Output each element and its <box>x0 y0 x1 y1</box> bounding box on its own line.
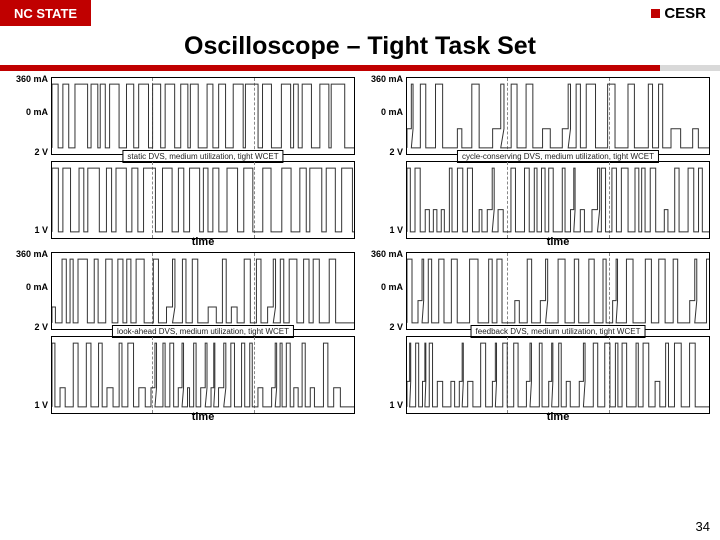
panel-br: 360 mA 0 mA 2 V 1 V feedback DVS, medium uti… <box>365 252 710 425</box>
trace <box>52 337 354 413</box>
cesr-icon <box>651 9 660 18</box>
trace <box>52 162 354 238</box>
trace <box>407 253 709 329</box>
trace <box>407 162 709 238</box>
cesr-label: CESR <box>664 5 706 22</box>
ylabel-volt-bot: 1 V <box>10 400 48 410</box>
ylabel-current-top: 360 mA <box>10 249 48 259</box>
ylabel-current-bot: 0 mA <box>365 107 403 117</box>
ylabel-volt-top: 2 V <box>365 147 403 157</box>
current-plot: cycle-conserving DVS, medium utilization… <box>406 77 710 155</box>
ylabel-current-top: 360 mA <box>10 74 48 84</box>
ylabel-volt-bot: 1 V <box>10 225 48 235</box>
header-spacer <box>91 0 651 26</box>
page-title: Oscilloscope – Tight Task Set <box>0 26 720 65</box>
current-plot: static DVS, medium utilization, tight WC… <box>51 77 355 155</box>
trace <box>52 253 354 329</box>
ylabel-volt-bot: 1 V <box>365 400 403 410</box>
current-plot: look-ahead DVS, medium utilization, tigh… <box>51 252 355 330</box>
voltage-plot <box>51 161 355 239</box>
trace <box>407 78 709 154</box>
trace <box>407 337 709 413</box>
voltage-plot <box>406 336 710 414</box>
ylabel-volt-bot: 1 V <box>365 225 403 235</box>
nc-state-label: NC STATE <box>14 6 77 21</box>
trace <box>52 78 354 154</box>
ylabel-current-bot: 0 mA <box>10 282 48 292</box>
ylabel-volt-top: 2 V <box>365 322 403 332</box>
ylabel-current-bot: 0 mA <box>365 282 403 292</box>
panel-tl: 360 mA 0 mA 2 V 1 V static DVS, medium utili… <box>10 77 355 250</box>
nc-state-tab: NC STATE <box>0 0 91 26</box>
panel-grid: 360 mA 0 mA 2 V 1 V static DVS, medium utili… <box>10 77 710 425</box>
ylabel-current-top: 360 mA <box>365 74 403 84</box>
ylabel-current-top: 360 mA <box>365 249 403 259</box>
page-number: 34 <box>696 519 710 534</box>
ylabel-volt-top: 2 V <box>10 322 48 332</box>
voltage-plot <box>51 336 355 414</box>
header-band: NC STATE CESR <box>0 0 720 26</box>
voltage-plot <box>406 161 710 239</box>
current-plot: feedback DVS, medium utilization, tight … <box>406 252 710 330</box>
stripe-divider <box>0 65 720 71</box>
cesr-logo: CESR <box>651 0 720 26</box>
ylabel-volt-top: 2 V <box>10 147 48 157</box>
charts-container: 360 mA 0 mA 2 V 1 V static DVS, medium utili… <box>0 71 720 425</box>
panel-tr: 360 mA 0 mA 2 V 1 V cycle-conserving DVS, me… <box>365 77 710 250</box>
ylabel-current-bot: 0 mA <box>10 107 48 117</box>
panel-bl: 360 mA 0 mA 2 V 1 V look-ahead DVS, medium u… <box>10 252 355 425</box>
